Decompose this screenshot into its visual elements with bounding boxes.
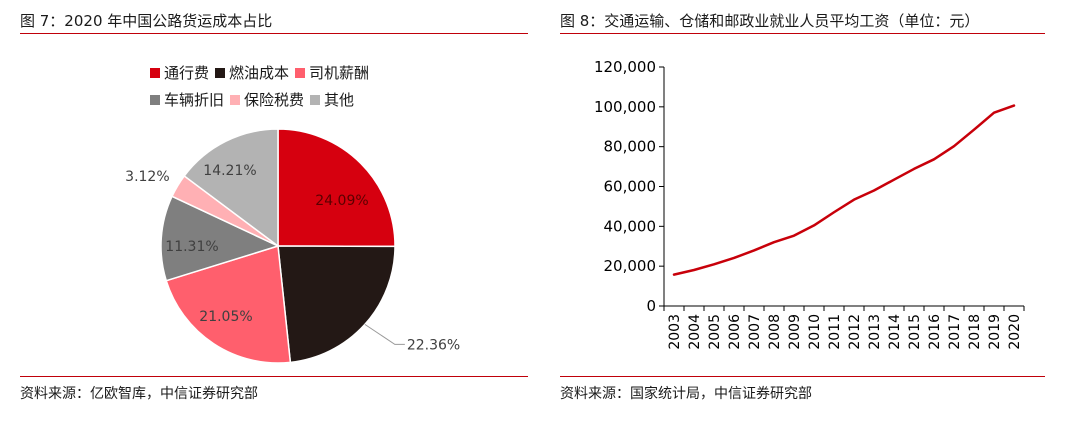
line-figure-title: 图 8：交通运输、仓储和邮政业就业人员平均工资（单位：元）: [560, 12, 980, 30]
y-tick-label: 60,000: [604, 178, 657, 196]
x-tick-label: 2020: [1007, 314, 1023, 350]
x-tick-label: 2011: [827, 314, 843, 350]
y-tick-label: 20,000: [604, 257, 657, 275]
line-title-rule: [560, 33, 1045, 34]
legend-swatch-5: [310, 94, 321, 105]
pie-value-label-2: 21.05%: [199, 309, 252, 325]
pie-value-label-0: 24.09%: [315, 193, 368, 209]
x-tick-label: 2014: [887, 314, 903, 350]
legend-label-3: 车辆折旧: [164, 91, 225, 109]
legend-item-3: 车辆折旧: [150, 89, 224, 110]
x-tick-label: 2010: [807, 314, 823, 350]
line-panel: 图 8：交通运输、仓储和邮政业就业人员平均工资（单位：元） 0 20,000 40,…: [560, 0, 1067, 431]
legend-item-2: 司机薪酬: [295, 62, 369, 83]
x-tick-label: 2005: [707, 314, 723, 350]
y-tick-label: 100,000: [594, 98, 656, 116]
pie-slice-1: [277, 245, 396, 364]
legend-label-5: 其他: [324, 91, 355, 109]
x-tick-label: 2008: [767, 314, 783, 350]
pie-slice-3: [160, 195, 281, 282]
legend-item-1: 燃油成本: [215, 62, 289, 83]
legend-swatch-4: [230, 94, 241, 105]
x-tick-label: 2006: [727, 314, 743, 350]
y-tick-label: 0: [646, 297, 656, 315]
x-tick-label: 2009: [787, 314, 803, 350]
x-tick-label: 2016: [927, 314, 943, 350]
line-source-rule: [560, 376, 1045, 377]
x-tick-label: 2013: [867, 314, 883, 350]
legend-swatch-1: [215, 67, 226, 78]
x-tick-label: 2012: [847, 314, 863, 350]
pie-figure-title: 图 7：2020 年中国公路货运成本占比: [20, 12, 273, 30]
legend-swatch-2: [295, 67, 306, 78]
x-tick-label: 2019: [987, 314, 1003, 350]
x-tick-label: 2017: [947, 314, 963, 350]
y-tick-label: 120,000: [594, 58, 656, 76]
pie-legend-row-2: 车辆折旧 保险税费 其他: [150, 89, 360, 110]
pie-value-label-4: 3.12%: [125, 169, 169, 185]
legend-label-4: 保险税费: [244, 91, 305, 109]
pie-chart: 24.09% 22.36% 21.05% 11.31% 3.12% 14.21%: [125, 128, 460, 364]
legend-item-0: 通行费: [150, 62, 209, 83]
legend-swatch-3: [150, 94, 160, 105]
pie-slice-5: [183, 128, 279, 248]
pie-source-rule: [20, 376, 528, 377]
legend-item-4: 保险税费: [230, 89, 304, 110]
legend-swatch-0: [150, 67, 160, 78]
pie-value-label-3: 11.31%: [165, 239, 218, 255]
legend-item-5: 其他: [310, 89, 354, 110]
x-tick-label: 2007: [747, 314, 763, 350]
legend-label-2: 司机薪酬: [309, 64, 370, 82]
pie-legend-row-1: 通行费 燃油成本 司机薪酬: [150, 62, 375, 83]
line-source: 资料来源：国家统计局，中信证券研究部: [560, 386, 812, 402]
x-tick-label: 2003: [667, 314, 683, 350]
y-tick-label: 80,000: [604, 138, 657, 156]
pie-source: 资料来源：亿欧智库，中信证券研究部: [20, 386, 258, 402]
pie-slice-0: [277, 128, 396, 248]
line-chart: 0 20,000 40,000 60,000 80,000 100,000 120,000 2…: [594, 58, 1025, 350]
x-tick-label: 2015: [907, 314, 923, 350]
pie-value-label-5: 14.21%: [203, 163, 256, 179]
legend-label-1: 燃油成本: [229, 64, 290, 82]
pie-leader-line-1: [364, 323, 405, 345]
pie-value-label-1: 22.36%: [407, 337, 460, 353]
legend-label-0: 通行费: [164, 64, 210, 82]
pie-panel: 图 7：2020 年中国公路货运成本占比 通行费 燃油成本 司机薪酬 车辆折旧 …: [0, 0, 528, 431]
x-tick-label: 2004: [687, 314, 703, 350]
pie-slice-2: [165, 245, 292, 364]
x-tick-label: 2018: [967, 314, 983, 350]
line-series-0: [672, 104, 1016, 276]
y-tick-label: 40,000: [604, 217, 657, 235]
pie-title-rule: [20, 33, 528, 34]
